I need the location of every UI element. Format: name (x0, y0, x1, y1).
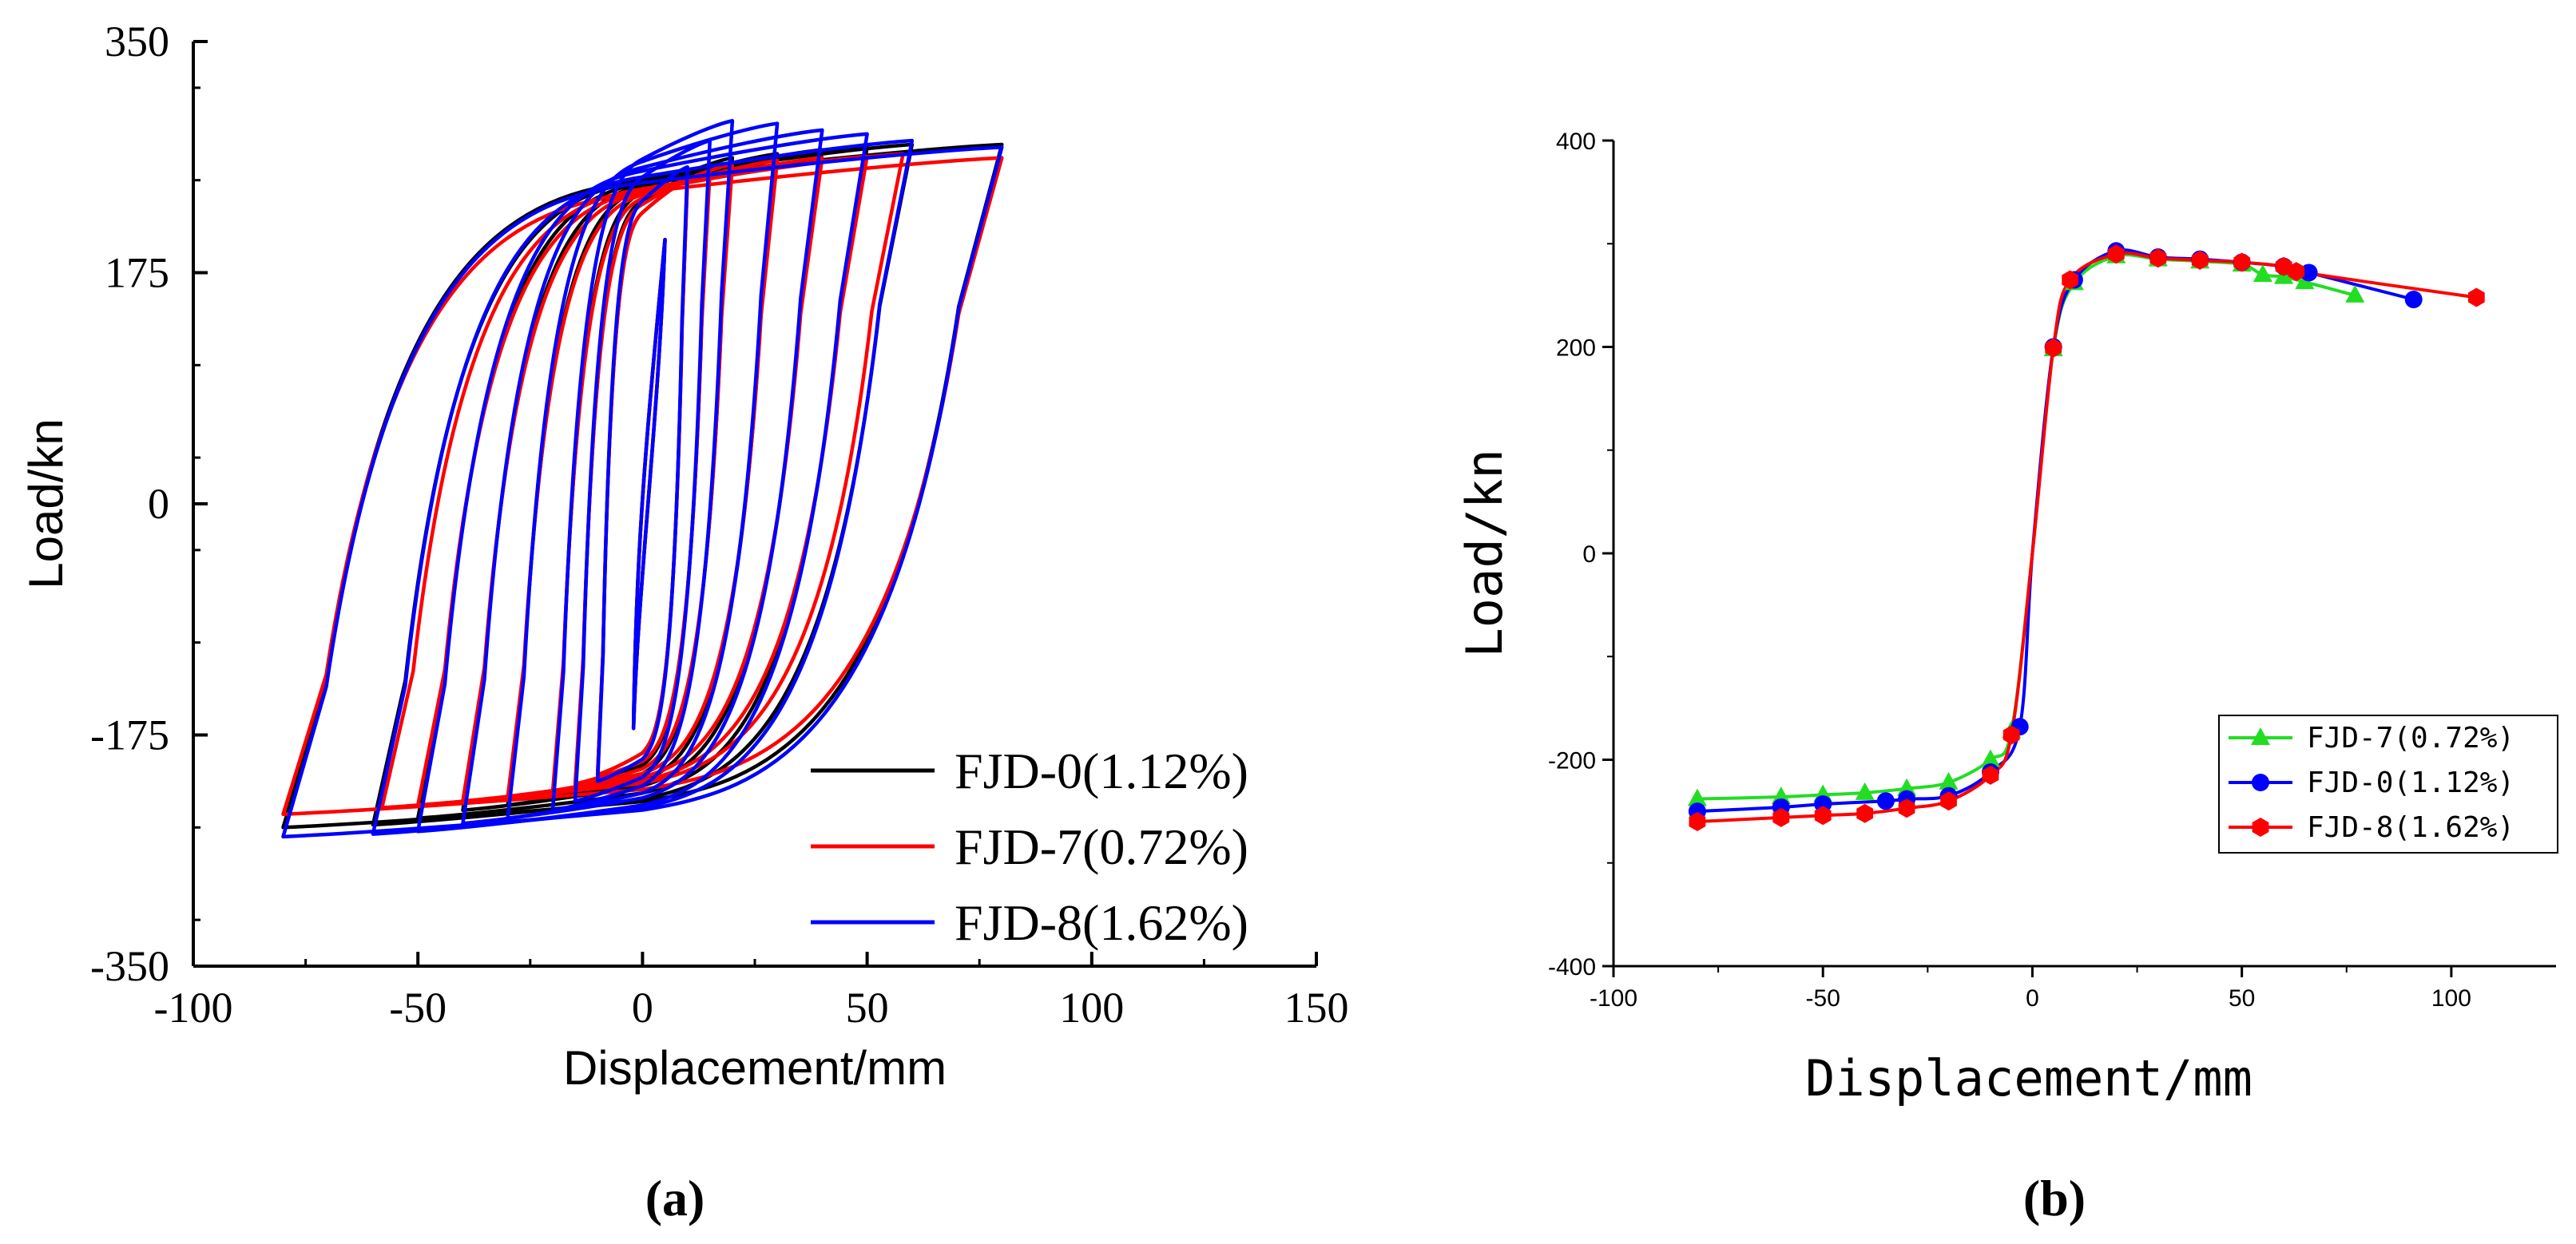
legend-swatch-marker (2251, 727, 2270, 745)
y-tick-label: 0 (1582, 541, 1596, 568)
x-tick-label: 100 (1059, 984, 1124, 1032)
data-point-FJD-8(1.62%) (2045, 338, 2062, 358)
data-point-FJD-7(0.72%) (2253, 264, 2272, 283)
legend-swatch-marker (2252, 774, 2269, 791)
x-tick-label: 50 (2229, 985, 2255, 1012)
data-point-FJD-8(1.62%) (2149, 248, 2167, 268)
data-point-FJD-8(1.62%) (1940, 791, 1957, 811)
data-point-FJD-7(0.72%) (1939, 771, 1959, 790)
hysteresis-loop-FJD-8(1.62%) (461, 128, 824, 826)
data-point-FJD-8(1.62%) (1982, 765, 1999, 785)
panel-b-legend: FJD-7(0.72%) FJD-0(1.12%) FJD-8(1.62%) (2218, 715, 2558, 854)
panel-a-legend: FJD-0(1.12%) FJD-7(0.72%) FJD-8(1.62%) (811, 743, 1248, 951)
hysteresis-loop-FJD-8(1.62%) (573, 138, 712, 803)
legend-label: FJD-7(0.72%) (2307, 722, 2514, 755)
x-tick-label: 0 (2026, 985, 2039, 1012)
panel-a-axes: -350 -175 0 175 350 -100 -50 0 50 100 150 (90, 18, 1348, 1032)
x-tick-label: 150 (1284, 984, 1349, 1032)
legend-swatch-marker (2252, 818, 2269, 837)
panel-a-y-axis-label: Load/kn (19, 418, 73, 589)
data-point-FJD-8(1.62%) (2002, 725, 2020, 745)
hysteresis-loop-FJD-8(1.62%) (506, 121, 780, 820)
data-point-FJD-7(0.72%) (1855, 782, 1875, 800)
y-tick-label: 175 (105, 249, 169, 297)
data-point-FJD-8(1.62%) (1689, 812, 1706, 831)
y-tick-label: -400 (1548, 954, 1596, 981)
y-tick-label: 0 (148, 480, 169, 528)
x-tick-label: -50 (389, 984, 447, 1032)
legend-label: FJD-8(1.62%) (955, 894, 1248, 951)
hysteresis-loop-FJD-8(1.62%) (631, 237, 667, 731)
hysteresis-loop-FJD-8(1.62%) (595, 164, 689, 783)
y-tick-label: 200 (1556, 335, 1596, 362)
x-tick-label: 50 (846, 984, 889, 1032)
panel-b-chart: -400 -200 0 200 400 -100 -50 0 50 100 Load/kn Dis… (1455, 129, 2558, 1226)
data-point-FJD-8(1.62%) (2107, 244, 2125, 264)
data-point-FJD-8(1.62%) (1814, 806, 1832, 826)
hysteresis-loop-FJD-8(1.62%) (415, 132, 869, 834)
data-point-FJD-7(0.72%) (1771, 786, 1791, 805)
data-point-FJD-8(1.62%) (2062, 270, 2078, 290)
panel-a-curves (281, 119, 1004, 839)
hysteresis-loop-FJD-8(1.62%) (550, 119, 735, 813)
hysteresis-loop-FJD-7(0.72%) (281, 156, 1004, 817)
panel-b-label: (b) (2023, 1170, 2086, 1226)
x-tick-label: -100 (1590, 985, 1637, 1012)
panel-b-axes: -400 -200 0 200 400 -100 -50 0 50 100 (1548, 129, 2556, 1012)
data-point-FJD-7(0.72%) (1897, 778, 1917, 796)
data-point-FJD-7(0.72%) (1687, 788, 1707, 806)
data-point-FJD-8(1.62%) (2468, 287, 2485, 307)
y-tick-label: -200 (1548, 748, 1596, 775)
x-tick-label: -100 (154, 984, 233, 1032)
data-point-FJD-8(1.62%) (2288, 262, 2305, 282)
y-tick-label: -175 (90, 711, 169, 759)
panel-b-y-axis-label: Load/kn (1455, 449, 1514, 657)
x-tick-label: -50 (1806, 985, 1840, 1012)
panel-b-curves (1687, 242, 2485, 831)
x-tick-label: 100 (2431, 985, 2471, 1012)
data-point-FJD-8(1.62%) (2233, 252, 2251, 272)
panel-b-x-axis-label: Displacement/mm (1805, 1049, 2253, 1107)
y-tick-label: 400 (1556, 129, 1596, 155)
y-tick-label: -350 (90, 942, 169, 990)
panel-a-label: (a) (645, 1170, 705, 1226)
hysteresis-loop-FJD-8(1.62%) (281, 145, 1004, 839)
data-point-FJD-8(1.62%) (1898, 798, 1915, 818)
legend-label: FJD-7(0.72%) (955, 818, 1248, 875)
legend-label: FJD-0(1.12%) (955, 743, 1248, 799)
data-point-FJD-7(0.72%) (2345, 284, 2365, 303)
panel-a-x-axis-label: Displacement/mm (563, 1041, 947, 1095)
data-point-FJD-8(1.62%) (2191, 250, 2209, 270)
hysteresis-loop-FJD-7(0.72%) (461, 156, 824, 803)
legend-label: FJD-0(1.12%) (2307, 767, 2514, 799)
data-point-FJD-8(1.62%) (2275, 256, 2292, 276)
data-point-FJD-0(1.12%) (2404, 291, 2423, 309)
data-point-FJD-8(1.62%) (1856, 803, 1874, 823)
x-tick-label: 0 (632, 984, 653, 1032)
data-point-FJD-8(1.62%) (1772, 807, 1790, 827)
data-point-FJD-0(1.12%) (1876, 792, 1895, 810)
hysteresis-loop-FJD-7(0.72%) (506, 158, 780, 799)
data-point-FJD-7(0.72%) (1981, 749, 2000, 767)
y-tick-label: 350 (105, 18, 169, 65)
legend-label: FJD-8(1.62%) (2307, 811, 2514, 844)
